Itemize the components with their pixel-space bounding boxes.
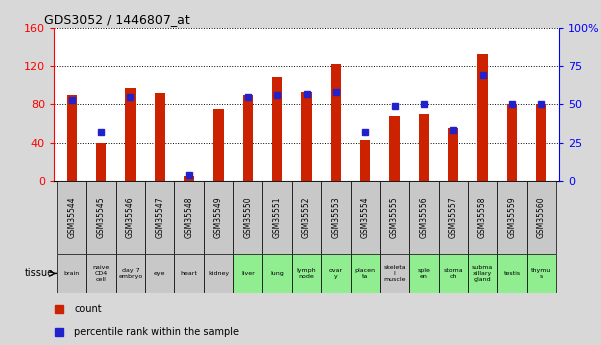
Text: lung: lung xyxy=(270,271,284,276)
Text: percentile rank within the sample: percentile rank within the sample xyxy=(75,327,239,337)
Bar xyxy=(292,254,321,293)
Bar xyxy=(145,181,174,254)
Bar xyxy=(419,114,429,181)
Bar xyxy=(409,181,439,254)
Bar xyxy=(233,181,263,254)
Bar xyxy=(57,181,87,254)
Text: GSM35544: GSM35544 xyxy=(67,197,76,238)
Text: GSM35557: GSM35557 xyxy=(449,197,458,238)
Bar xyxy=(360,140,370,181)
Text: placen
ta: placen ta xyxy=(355,268,376,279)
Text: GSM35559: GSM35559 xyxy=(507,197,516,238)
Text: GSM35560: GSM35560 xyxy=(537,197,546,238)
Text: tissue: tissue xyxy=(25,268,53,278)
Text: GSM35550: GSM35550 xyxy=(243,197,252,238)
Text: day 7
embryо: day 7 embryо xyxy=(118,268,142,279)
Text: eye: eye xyxy=(154,271,165,276)
Text: GDS3052 / 1446807_at: GDS3052 / 1446807_at xyxy=(44,13,190,27)
Bar xyxy=(497,254,526,293)
Bar xyxy=(301,92,312,181)
Bar xyxy=(409,254,439,293)
Bar xyxy=(380,254,409,293)
Text: GSM35553: GSM35553 xyxy=(331,197,340,238)
Bar xyxy=(389,116,400,181)
Bar xyxy=(263,254,292,293)
Text: GSM35551: GSM35551 xyxy=(273,197,282,238)
Text: GSM35556: GSM35556 xyxy=(419,197,429,238)
Bar xyxy=(331,64,341,181)
Bar xyxy=(526,181,556,254)
Bar xyxy=(174,181,204,254)
Text: GSM35555: GSM35555 xyxy=(390,197,399,238)
Text: GSM35548: GSM35548 xyxy=(185,197,194,238)
Bar xyxy=(272,78,282,181)
Text: sple
en: sple en xyxy=(418,268,430,279)
Text: GSM35547: GSM35547 xyxy=(155,197,164,238)
Text: kidney: kidney xyxy=(208,271,229,276)
Bar xyxy=(350,181,380,254)
Bar xyxy=(468,254,497,293)
Text: lymph
node: lymph node xyxy=(297,268,316,279)
Bar xyxy=(321,254,350,293)
Bar xyxy=(204,254,233,293)
Bar xyxy=(204,181,233,254)
Bar xyxy=(380,181,409,254)
Bar xyxy=(468,181,497,254)
Bar xyxy=(263,181,292,254)
Bar xyxy=(87,181,116,254)
Text: GSM35558: GSM35558 xyxy=(478,197,487,238)
Text: liver: liver xyxy=(241,271,255,276)
Text: GSM35552: GSM35552 xyxy=(302,197,311,238)
Bar xyxy=(243,95,253,181)
Text: naive
CD4
cell: naive CD4 cell xyxy=(93,265,109,282)
Bar xyxy=(292,181,321,254)
Bar xyxy=(350,254,380,293)
Text: brain: brain xyxy=(64,271,80,276)
Bar xyxy=(321,181,350,254)
Bar xyxy=(526,254,556,293)
Text: thymu
s: thymu s xyxy=(531,268,552,279)
Text: skeleta
l
muscle: skeleta l muscle xyxy=(383,265,406,282)
Text: count: count xyxy=(75,304,102,314)
Text: GSM35549: GSM35549 xyxy=(214,197,223,238)
Bar xyxy=(154,93,165,181)
Bar xyxy=(67,95,77,181)
Bar xyxy=(116,181,145,254)
Text: stoma
ch: stoma ch xyxy=(444,268,463,279)
Text: GSM35545: GSM35545 xyxy=(97,197,106,238)
Bar xyxy=(477,55,488,181)
Text: testis: testis xyxy=(504,271,520,276)
Bar xyxy=(145,254,174,293)
Text: heart: heart xyxy=(181,271,198,276)
Bar xyxy=(448,128,459,181)
Bar xyxy=(116,254,145,293)
Text: subma
xillary
gland: subma xillary gland xyxy=(472,265,493,282)
Text: ovar
y: ovar y xyxy=(329,268,343,279)
Bar xyxy=(96,143,106,181)
Bar xyxy=(497,181,526,254)
Bar xyxy=(125,88,136,181)
Text: GSM35546: GSM35546 xyxy=(126,197,135,238)
Bar xyxy=(184,176,194,181)
Text: GSM35554: GSM35554 xyxy=(361,197,370,238)
Bar xyxy=(439,254,468,293)
Bar xyxy=(213,109,224,181)
Bar xyxy=(536,104,546,181)
Bar xyxy=(57,254,87,293)
Bar xyxy=(507,104,517,181)
Bar xyxy=(233,254,263,293)
Bar xyxy=(439,181,468,254)
Bar xyxy=(174,254,204,293)
Bar xyxy=(87,254,116,293)
